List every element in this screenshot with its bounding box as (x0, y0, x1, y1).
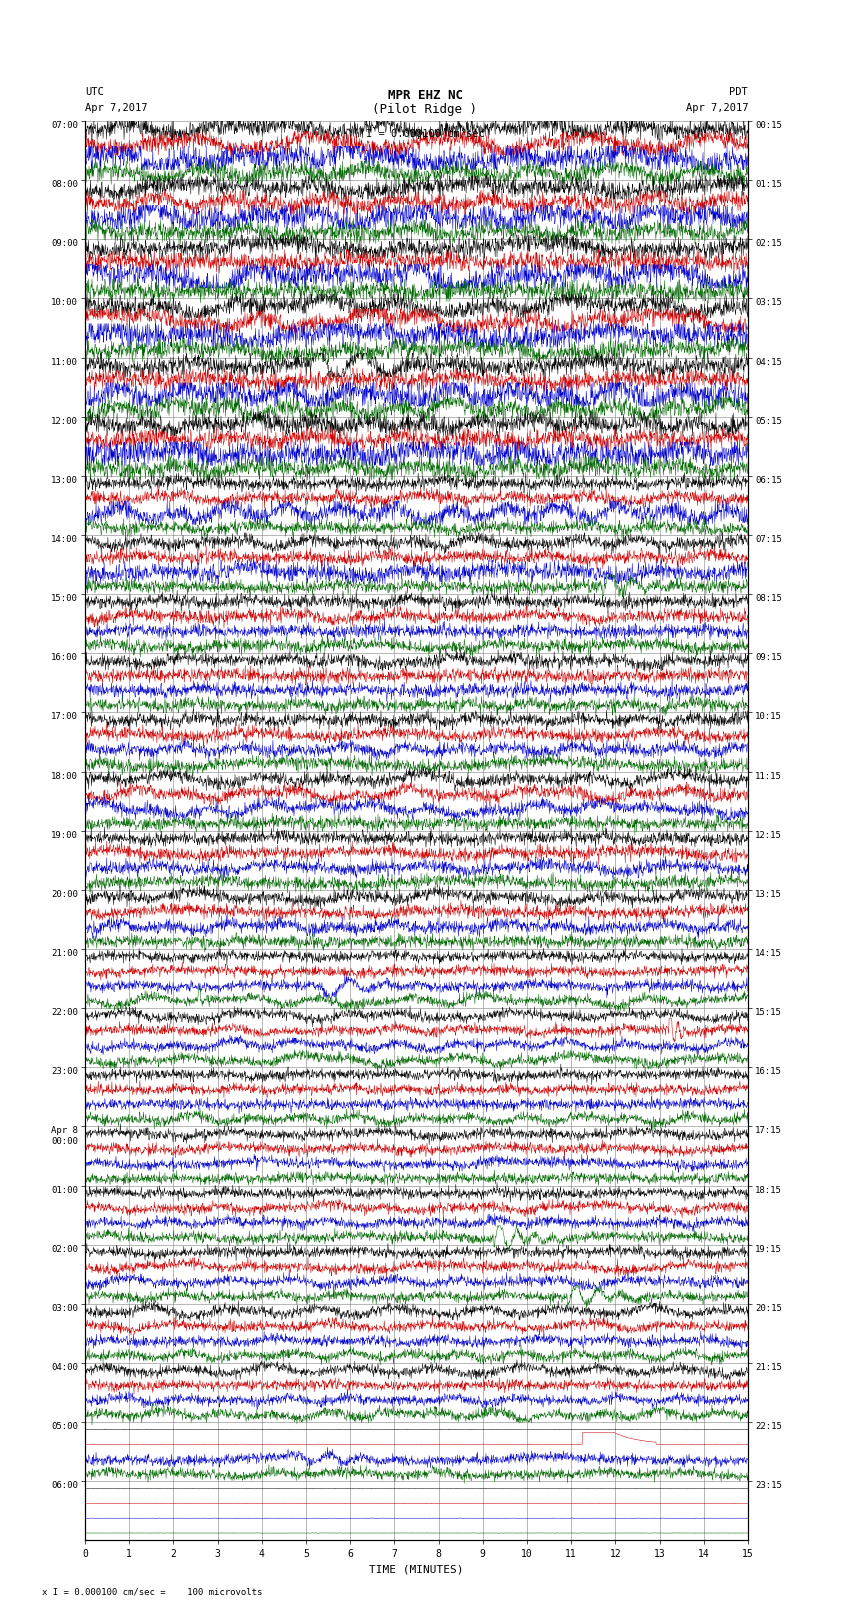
Text: Apr 7,2017: Apr 7,2017 (685, 103, 748, 113)
Text: x I = 0.000100 cm/sec =    100 microvolts: x I = 0.000100 cm/sec = 100 microvolts (42, 1587, 263, 1597)
Text: Apr 7,2017: Apr 7,2017 (85, 103, 148, 113)
Text: I = 0.000100 cm/sec: I = 0.000100 cm/sec (366, 129, 484, 139)
Text: MPR EHZ NC: MPR EHZ NC (388, 89, 462, 102)
X-axis label: TIME (MINUTES): TIME (MINUTES) (369, 1565, 464, 1574)
Text: PDT: PDT (729, 87, 748, 97)
Text: (Pilot Ridge ): (Pilot Ridge ) (372, 103, 478, 116)
Text: UTC: UTC (85, 87, 104, 97)
